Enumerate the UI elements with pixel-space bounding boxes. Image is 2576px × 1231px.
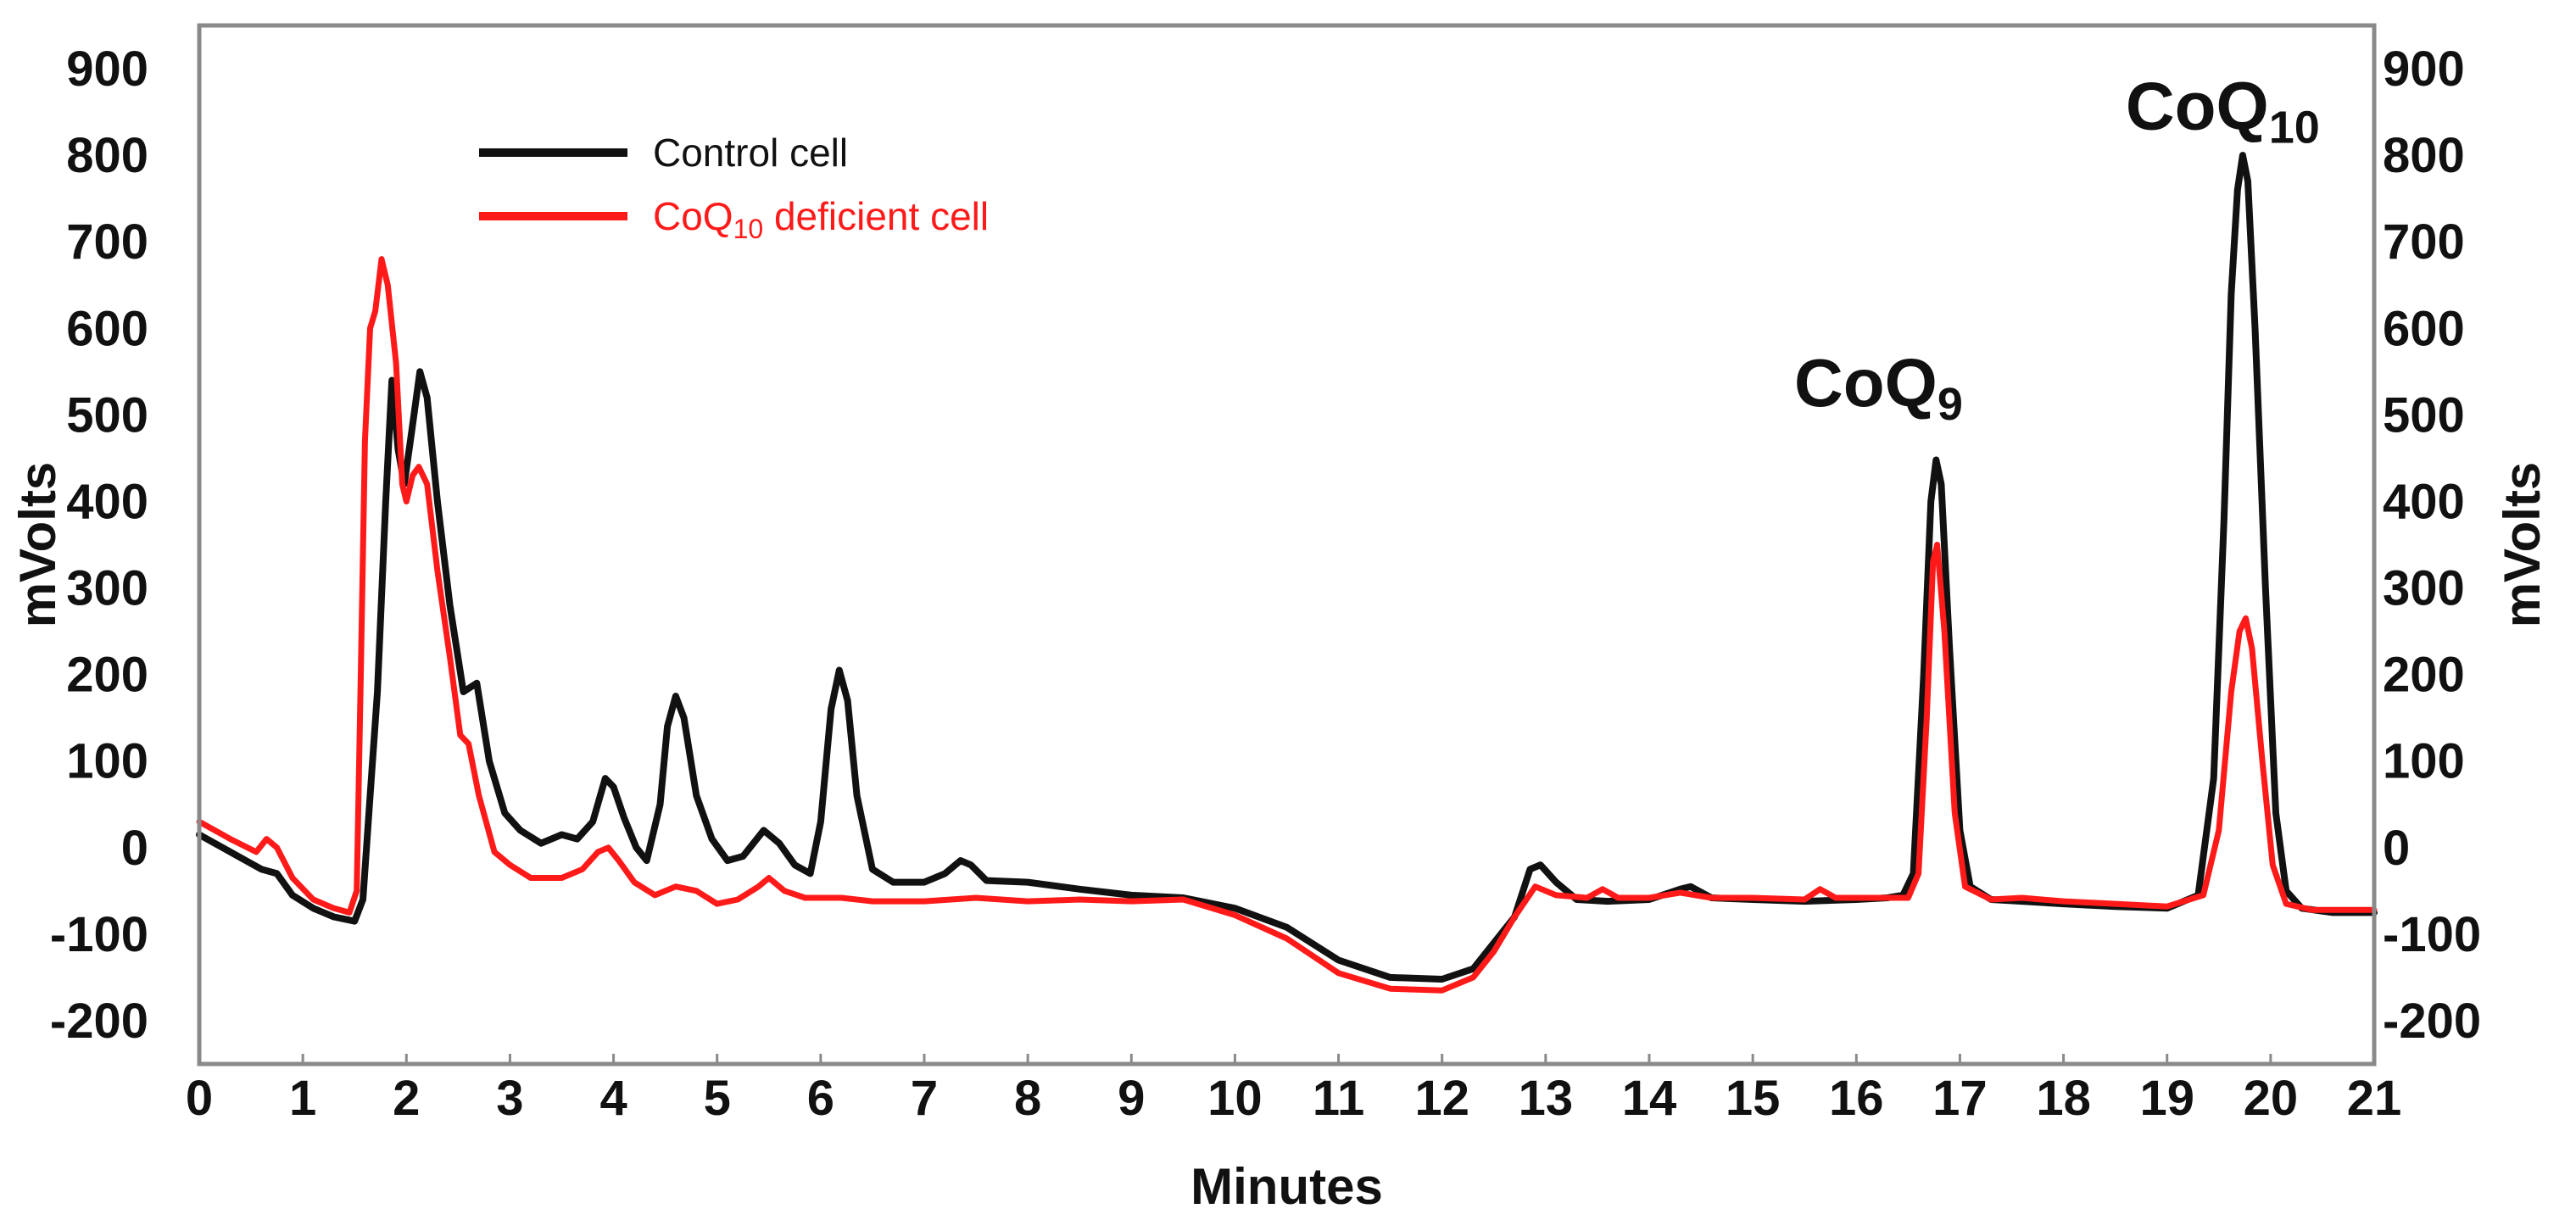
annotation-coq10-main: CoQ — [2126, 69, 2269, 144]
x-tick-label: 1 — [289, 1071, 316, 1126]
legend-label-deficient-sub: 10 — [733, 214, 764, 244]
x-axis-ticks: 0 1 2 3 4 5 6 7 8 9 10 11 12 13 14 15 16 17 18 19 20 21 — [186, 1054, 2401, 1126]
legend-label-deficient-main: CoQ — [653, 194, 733, 238]
y-tick-label-right: 0 — [2383, 821, 2410, 876]
legend-label-deficient: CoQ10 deficient cell — [653, 194, 989, 244]
x-tick-label: 11 — [1313, 1071, 1364, 1126]
y-tick-label-left: 0 — [121, 821, 148, 876]
y-tick-label-right: 700 — [2383, 214, 2465, 270]
annotation-coq9-sub: 9 — [1938, 379, 1963, 430]
x-axis-title: Minutes — [1190, 1158, 1383, 1215]
y-tick-label-left: 300 — [66, 561, 148, 616]
y-tick-label-left: 600 — [66, 301, 148, 356]
y-tick-label-left: 200 — [66, 648, 148, 703]
x-tick-label: 5 — [704, 1071, 731, 1126]
x-tick-label: 3 — [496, 1071, 523, 1126]
legend-label-control: Control cell — [653, 131, 848, 175]
y-tick-label-right: 500 — [2383, 387, 2465, 443]
x-tick-label: 19 — [2139, 1071, 2194, 1126]
y-tick-label-right: 300 — [2383, 561, 2465, 616]
y-axis-left-ticks: 900 800 700 600 500 400 300 200 100 0 -100 -200 — [50, 42, 148, 1049]
y-tick-label-left: -100 — [50, 907, 148, 962]
x-tick-label: 10 — [1207, 1071, 1263, 1126]
series-layer — [196, 152, 2378, 994]
x-tick-label: 8 — [1014, 1071, 1041, 1126]
y-tick-label-left: 100 — [66, 734, 148, 789]
annotation-coq10: CoQ10 — [2126, 69, 2320, 153]
y-tick-label-right: 200 — [2383, 648, 2465, 703]
y-tick-label-left: 400 — [66, 474, 148, 529]
y-tick-label-right: 100 — [2383, 734, 2465, 789]
x-tick-label: 13 — [1519, 1071, 1574, 1126]
x-tick-label: 6 — [807, 1071, 834, 1126]
series-line-deficient — [196, 256, 2378, 994]
y-axis-right-ticks: 900 800 700 600 500 400 300 200 100 0 -100 -200 — [2383, 42, 2481, 1049]
y-tick-label-right: 600 — [2383, 301, 2465, 356]
y-axis-title-left: mVolts — [9, 462, 66, 628]
y-axis-title-right: mVolts — [2494, 462, 2551, 628]
annotation-coq9: CoQ9 — [1794, 345, 1963, 430]
x-tick-label: 14 — [1622, 1071, 1677, 1126]
y-tick-label-left: 900 — [66, 42, 148, 97]
x-tick-label: 0 — [186, 1071, 213, 1126]
x-tick-label: 4 — [599, 1071, 627, 1126]
x-tick-label: 7 — [911, 1071, 938, 1126]
y-tick-label-right: -200 — [2383, 994, 2481, 1049]
x-tick-label: 20 — [2244, 1071, 2299, 1126]
x-tick-label: 16 — [1829, 1071, 1884, 1126]
y-tick-label-left: 500 — [66, 387, 148, 443]
x-tick-label: 9 — [1118, 1071, 1145, 1126]
x-tick-label: 15 — [1726, 1071, 1781, 1126]
y-tick-label-left: 700 — [66, 214, 148, 270]
y-tick-label-right: -100 — [2383, 907, 2481, 962]
x-tick-label: 18 — [2036, 1071, 2091, 1126]
legend: Control cell CoQ10 deficient cell — [479, 131, 989, 244]
x-tick-label: 21 — [2347, 1071, 2402, 1126]
x-tick-label: 12 — [1414, 1071, 1469, 1126]
annotation-coq9-main: CoQ — [1794, 345, 1938, 421]
plot-frame — [197, 23, 2377, 1067]
y-tick-label-right: 900 — [2383, 42, 2465, 97]
x-tick-label: 2 — [393, 1071, 420, 1126]
y-tick-label-left: 800 — [66, 128, 148, 183]
y-tick-label-left: -200 — [50, 994, 148, 1049]
legend-label-control-main: Control cell — [653, 131, 848, 175]
annotation-coq10-sub: 10 — [2269, 103, 2320, 153]
y-tick-label-right: 400 — [2383, 474, 2465, 529]
y-tick-label-right: 800 — [2383, 128, 2465, 183]
x-tick-label: 17 — [1932, 1071, 1988, 1126]
legend-label-deficient-rest: deficient cell — [763, 194, 989, 238]
